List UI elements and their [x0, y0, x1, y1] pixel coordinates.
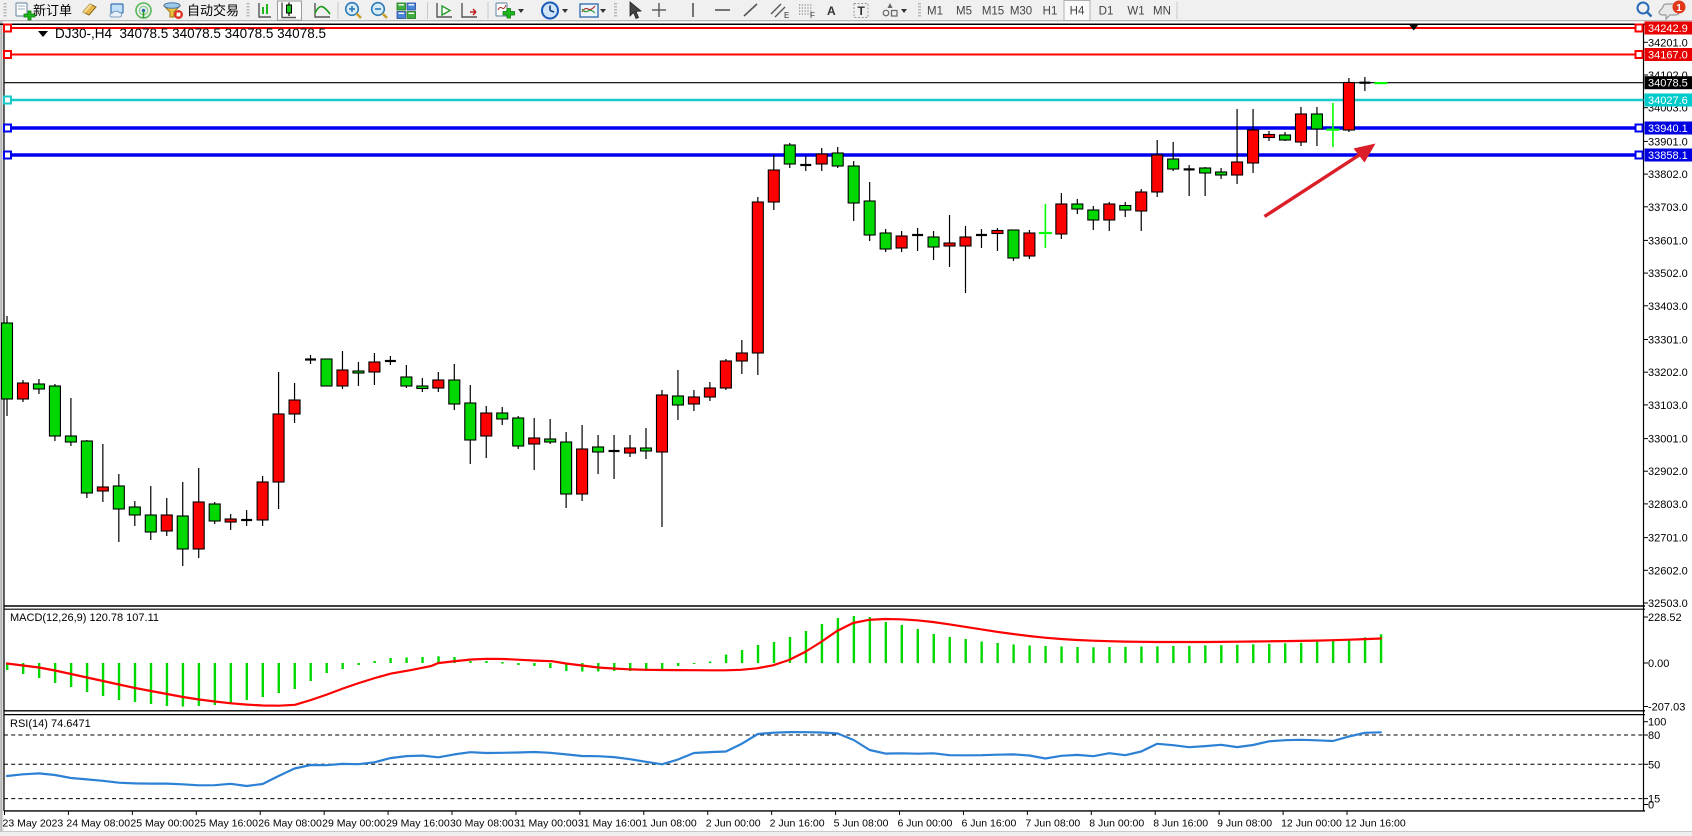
svg-text:新订单: 新订单: [33, 3, 72, 18]
svg-text:33601.0: 33601.0: [1648, 235, 1688, 247]
svg-text:F: F: [810, 11, 815, 20]
svg-text:6 Jun 00:00: 6 Jun 00:00: [898, 818, 953, 830]
svg-text:7 Jun 08:00: 7 Jun 08:00: [1025, 818, 1080, 830]
svg-text:A: A: [827, 4, 836, 18]
svg-text:32803.0: 32803.0: [1648, 499, 1688, 511]
svg-text:T: T: [858, 4, 866, 18]
svg-text:32902.0: 32902.0: [1648, 466, 1688, 478]
svg-text:D1: D1: [1099, 6, 1114, 18]
svg-text:33858.1: 33858.1: [1648, 150, 1688, 162]
svg-text:33202.0: 33202.0: [1648, 367, 1688, 379]
svg-text:23 May 2023: 23 May 2023: [3, 818, 64, 830]
svg-text:H4: H4: [1070, 6, 1085, 18]
svg-text:5 Jun 08:00: 5 Jun 08:00: [834, 818, 889, 830]
svg-text:12 Jun 00:00: 12 Jun 00:00: [1281, 818, 1342, 830]
svg-text:34242.9: 34242.9: [1648, 23, 1688, 35]
svg-text:34201.0: 34201.0: [1648, 37, 1688, 49]
svg-text:29 May 16:00: 29 May 16:00: [386, 818, 450, 830]
svg-text:33940.1: 33940.1: [1648, 123, 1688, 135]
svg-text:33403.0: 33403.0: [1648, 301, 1688, 313]
svg-text:33301.0: 33301.0: [1648, 335, 1688, 347]
svg-text:26 May 08:00: 26 May 08:00: [258, 818, 322, 830]
svg-text:34078.5: 34078.5: [1648, 78, 1688, 90]
svg-text:33502.0: 33502.0: [1648, 268, 1688, 280]
svg-text:50: 50: [1648, 759, 1660, 771]
svg-text:80: 80: [1648, 730, 1660, 742]
svg-text:100: 100: [1648, 717, 1666, 729]
svg-text:1 Jun 08:00: 1 Jun 08:00: [642, 818, 697, 830]
svg-text:DJ30-,H4 34078.5 34078.5 3407: DJ30-,H4 34078.5 34078.5 34078.5 34078.5: [55, 26, 326, 41]
svg-text:-207.03: -207.03: [1648, 702, 1685, 714]
svg-text:9 Jun 08:00: 9 Jun 08:00: [1217, 818, 1272, 830]
svg-text:M1: M1: [927, 6, 943, 18]
svg-text:RSI(14) 74.6471: RSI(14) 74.6471: [10, 718, 91, 730]
svg-text:8 Jun 00:00: 8 Jun 00:00: [1089, 818, 1144, 830]
svg-text:33901.0: 33901.0: [1648, 136, 1688, 148]
svg-text:31 May 16:00: 31 May 16:00: [578, 818, 642, 830]
svg-text:0.00: 0.00: [1648, 658, 1669, 670]
svg-text:MACD(12,26,9) 120.78 107.11: MACD(12,26,9) 120.78 107.11: [10, 612, 159, 624]
svg-text:33001.0: 33001.0: [1648, 434, 1688, 446]
svg-text:25 May 16:00: 25 May 16:00: [194, 818, 258, 830]
svg-text:33703.0: 33703.0: [1648, 202, 1688, 214]
svg-text:31 May 00:00: 31 May 00:00: [514, 818, 578, 830]
svg-text:34167.0: 34167.0: [1648, 50, 1688, 62]
svg-text:15: 15: [1648, 794, 1660, 806]
svg-text:34027.6: 34027.6: [1648, 95, 1688, 107]
svg-text:2 Jun 16:00: 2 Jun 16:00: [770, 818, 825, 830]
svg-text:6 Jun 16:00: 6 Jun 16:00: [961, 818, 1016, 830]
svg-text:H1: H1: [1043, 6, 1058, 18]
svg-text:M15: M15: [982, 6, 1004, 18]
svg-text:M30: M30: [1010, 6, 1032, 18]
svg-text:12 Jun 16:00: 12 Jun 16:00: [1345, 818, 1406, 830]
svg-text:W1: W1: [1127, 6, 1144, 18]
svg-text:2 Jun 00:00: 2 Jun 00:00: [706, 818, 761, 830]
svg-text:33103.0: 33103.0: [1648, 400, 1688, 412]
svg-text:228.52: 228.52: [1648, 612, 1682, 624]
svg-text:25 May 00:00: 25 May 00:00: [130, 818, 194, 830]
svg-text:MN: MN: [1153, 6, 1171, 18]
svg-text:30 May 08:00: 30 May 08:00: [450, 818, 514, 830]
svg-text:0: 0: [1648, 800, 1654, 812]
svg-text:33802.0: 33802.0: [1648, 169, 1688, 181]
svg-text:32701.0: 32701.0: [1648, 533, 1688, 545]
svg-text:E: E: [784, 11, 789, 20]
svg-text:M5: M5: [956, 6, 972, 18]
svg-text:32503.0: 32503.0: [1648, 598, 1688, 610]
svg-text:24 May 08:00: 24 May 08:00: [66, 818, 130, 830]
svg-text:1: 1: [1676, 3, 1682, 14]
svg-text:29 May 00:00: 29 May 00:00: [322, 818, 386, 830]
svg-text:32602.0: 32602.0: [1648, 565, 1688, 577]
svg-text:8 Jun 16:00: 8 Jun 16:00: [1153, 818, 1208, 830]
svg-text:自动交易: 自动交易: [187, 3, 239, 18]
